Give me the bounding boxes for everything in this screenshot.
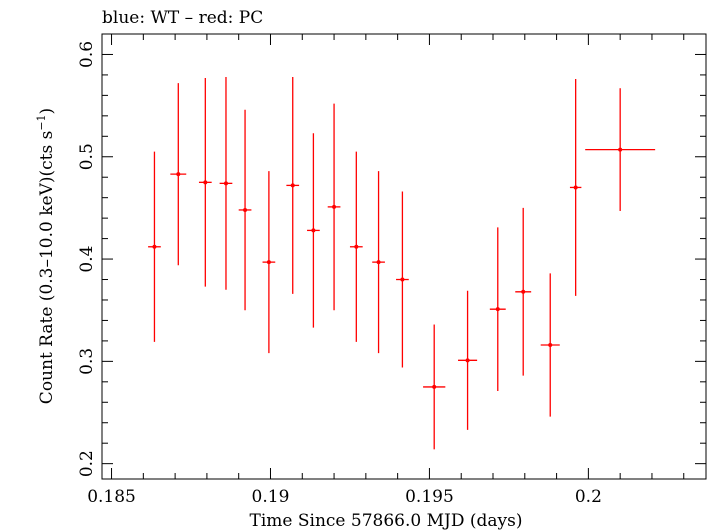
point-marker [354,244,359,249]
data-point [219,76,233,290]
point-marker [521,289,526,294]
data-point [349,151,363,342]
y-axis-label-end: ) [37,108,57,115]
data-point [396,191,409,368]
y-tick-label: 0.3 [77,348,97,375]
data-point [372,171,385,354]
plot-frame [101,33,707,480]
data-point [458,290,478,430]
point-marker [465,358,470,363]
y-tick-label: 0.6 [77,41,97,68]
data-point [238,109,252,311]
y-axis-label-sup: −1 [35,114,48,130]
point-marker [266,260,271,265]
y-tick-label: 0.5 [77,143,97,170]
point-marker [290,183,295,188]
y-axis: 0.2 0.3 0.4 0.5 0.6 [77,33,706,477]
data-point [515,207,532,376]
y-axis-label-main: Count Rate (0.3–10.0 keV)(cts s [37,131,57,405]
point-marker [618,147,623,152]
point-marker [203,180,208,185]
point-marker [243,207,248,212]
point-marker [400,277,405,282]
data-point [262,171,276,354]
x-axis: 0.185 0.19 0.195 0.2 [87,34,685,507]
data-point [286,76,300,294]
point-marker [573,185,578,190]
y-tick-label: 0.2 [77,450,97,477]
point-marker [548,342,553,347]
data-point [423,324,446,450]
point-marker [432,384,437,389]
x-tick-label: 0.19 [252,487,290,507]
data-point [170,83,187,266]
data-point [540,273,560,417]
data-point [489,227,506,392]
data-point [198,77,212,287]
data-series-pc [148,76,656,450]
data-point [569,79,582,296]
point-marker [176,172,181,177]
data-point [585,88,656,211]
data-point [307,133,320,328]
chart-title: blue: WT – red: PC [102,8,263,28]
y-tick-label: 0.4 [77,246,97,273]
y-axis-label: Count Rate (0.3–10.0 keV)(cts s−1) [35,108,57,404]
point-marker [311,228,316,233]
point-marker [332,204,337,209]
x-axis-label: Time Since 57866.0 MJD (days) [250,511,523,531]
data-point [148,151,161,342]
data-point [327,103,341,311]
x-tick-label: 0.195 [405,487,454,507]
point-marker [376,260,381,265]
point-marker [223,181,228,186]
point-marker [495,307,500,312]
x-tick-label: 0.2 [575,487,602,507]
point-marker [152,244,157,249]
x-tick-label: 0.185 [87,487,136,507]
